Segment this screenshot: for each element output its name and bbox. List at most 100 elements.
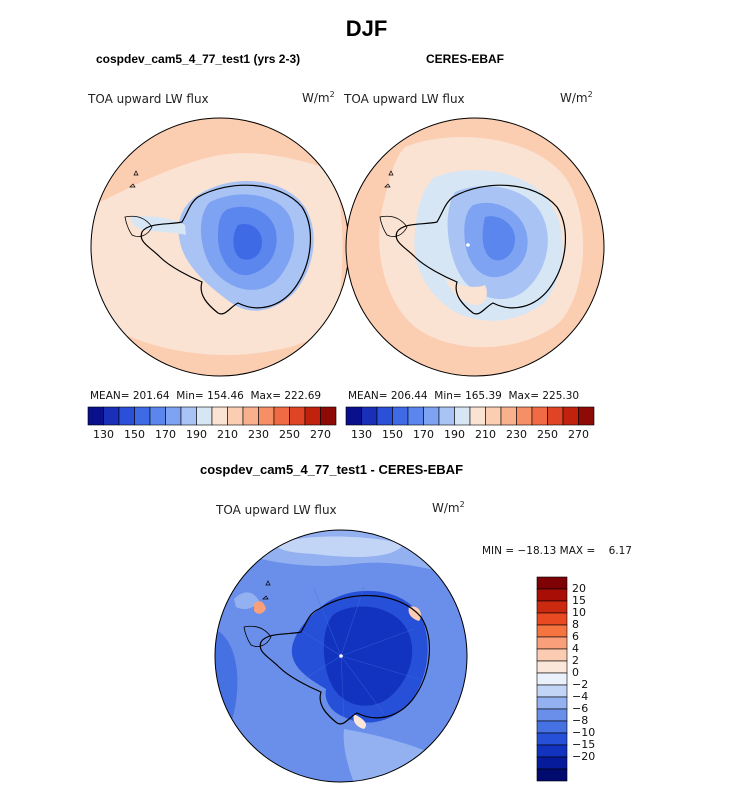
right-map (345, 117, 605, 377)
diff-colorbar-box (536, 660, 568, 674)
left-max: Max= 222.69 (250, 390, 322, 402)
diff-colorbar-tick-label: 4 (572, 642, 579, 655)
diff-colorbar-box (536, 588, 568, 602)
left-colorbar-box (118, 406, 135, 426)
left-colorbar-box (87, 406, 104, 426)
left-colorbar-box (242, 406, 259, 426)
left-colorbar-tick-label: 230 (248, 428, 269, 441)
left-colorbar-box (134, 406, 151, 426)
diff-colorbar-box (536, 600, 568, 614)
right-colorbar-labels: 130 150 170 190 210 230 250 270 (346, 428, 594, 442)
diff-colorbar-box (536, 720, 568, 734)
left-colorbar-box (180, 406, 197, 426)
left-colorbar-box (304, 406, 321, 426)
left-units-label: W/m2 (302, 90, 335, 105)
diff-colorbar-tick-label: −20 (572, 750, 596, 763)
right-colorbar-tick-label: 270 (568, 428, 589, 441)
diff-colorbar-tick-label: −15 (572, 738, 596, 751)
diff-variable-label: TOA upward LW flux (216, 503, 337, 517)
right-colorbar-tick-label: 150 (382, 428, 403, 441)
diff-units-label: W/m2 (432, 500, 465, 515)
left-panel-title: cospdev_cam5_4_77_test1 (yrs 2-3) (96, 52, 301, 66)
right-min: Min= 165.39 (434, 390, 502, 402)
left-colorbar-tick-label: 130 (93, 428, 114, 441)
right-colorbar-box (345, 406, 362, 426)
diff-colorbar-box (536, 672, 568, 686)
left-colorbar-box (320, 406, 337, 426)
right-panel-title: CERES-EBAF (426, 52, 505, 66)
left-mean: MEAN= 201.64 (90, 390, 170, 402)
diff-panel-title: cospdev_cam5_4_77_test1 - CERES-EBAF (200, 462, 464, 477)
right-colorbar-box (454, 406, 471, 426)
diff-colorbar-tick-label: −4 (572, 690, 589, 703)
left-colorbar-box (258, 406, 275, 426)
right-colorbar-box (485, 406, 502, 426)
right-stats: MEAN= 206.44 Min= 165.39 Max= 225.30 (348, 390, 579, 402)
diff-colorbar-box (536, 684, 568, 698)
diff-colorbar-box (536, 576, 568, 590)
right-colorbar-box (531, 406, 548, 426)
diff-colorbar-tick-label: −10 (572, 726, 596, 739)
left-colorbar-tick-label: 190 (186, 428, 207, 441)
left-colorbar-tick-label: 210 (217, 428, 238, 441)
right-colorbar-box (438, 406, 455, 426)
left-colorbar-box (165, 406, 182, 426)
diff-map (214, 529, 468, 783)
left-colorbar-labels: 130 150 170 190 210 230 250 270 (88, 428, 336, 442)
left-colorbar-box (273, 406, 290, 426)
diff-colorbar-box (536, 696, 568, 710)
right-colorbar-tick-label: 190 (444, 428, 465, 441)
right-variable-label: TOA upward LW flux (344, 92, 465, 106)
left-colorbar (87, 406, 337, 426)
plot-title: DJF (345, 16, 388, 41)
diff-colorbar-tick-label: 2 (572, 654, 579, 667)
left-colorbar-box (227, 406, 244, 426)
right-colorbar (345, 406, 595, 426)
right-colorbar-box (500, 406, 517, 426)
right-colorbar-box (376, 406, 393, 426)
right-mean: MEAN= 206.44 (348, 390, 428, 402)
right-colorbar-box (361, 406, 378, 426)
right-colorbar-box (578, 406, 595, 426)
right-units-label: W/m2 (560, 90, 593, 105)
left-colorbar-tick-label: 270 (310, 428, 331, 441)
diff-colorbar-box (536, 708, 568, 722)
diff-colorbar-box (536, 636, 568, 650)
diff-minmax: MIN = −18.13 MAX = 6.17 (482, 545, 632, 557)
right-max: Max= 225.30 (508, 390, 580, 402)
left-variable-label: TOA upward LW flux (88, 92, 209, 106)
right-colorbar-box (547, 406, 564, 426)
diff-colorbar-tick-label: 15 (572, 594, 586, 607)
right-colorbar-tick-label: 250 (537, 428, 558, 441)
diff-colorbar (536, 576, 568, 782)
left-colorbar-box (289, 406, 306, 426)
diff-colorbar-box (536, 732, 568, 746)
left-colorbar-box (149, 406, 166, 426)
left-colorbar-tick-label: 170 (155, 428, 176, 441)
diff-colorbar-box (536, 612, 568, 626)
diff-colorbar-tick-label: −8 (572, 714, 589, 727)
left-stats: MEAN= 201.64 Min= 154.46 Max= 222.69 (90, 390, 321, 402)
diff-colorbar-labels: 20 15 10 8 6 4 2 0 −2 −4 −6 −8 −10 −15 −20 (570, 577, 610, 781)
left-colorbar-box (196, 406, 213, 426)
diff-colorbar-tick-label: 6 (572, 630, 579, 643)
right-colorbar-tick-label: 230 (506, 428, 527, 441)
left-map (90, 117, 350, 377)
diff-colorbar-tick-label: 0 (572, 666, 579, 679)
right-colorbar-box (423, 406, 440, 426)
left-colorbar-tick-label: 250 (279, 428, 300, 441)
diff-colorbar-tick-label: −2 (572, 678, 589, 691)
right-colorbar-tick-label: 130 (351, 428, 372, 441)
diff-colorbar-tick-label: 20 (572, 582, 586, 595)
diff-colorbar-box (536, 744, 568, 758)
diff-colorbar-box (536, 624, 568, 638)
left-colorbar-tick-label: 150 (124, 428, 145, 441)
diff-colorbar-box (536, 768, 568, 782)
right-colorbar-box (407, 406, 424, 426)
right-colorbar-tick-label: 170 (413, 428, 434, 441)
left-colorbar-box (103, 406, 120, 426)
left-colorbar-box (211, 406, 228, 426)
right-colorbar-box (392, 406, 409, 426)
diff-colorbar-tick-label: 8 (572, 618, 579, 631)
left-min: Min= 154.46 (176, 390, 244, 402)
